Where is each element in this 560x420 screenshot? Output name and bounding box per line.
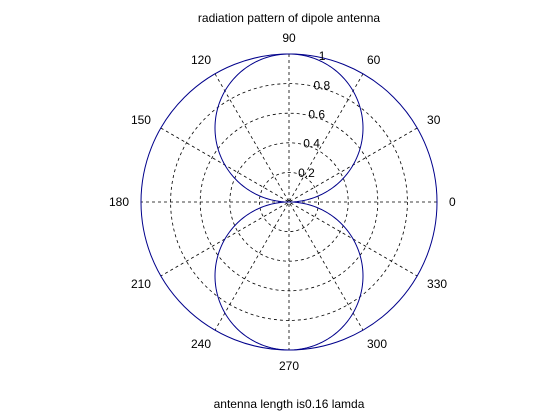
x-axis-label: antenna length is0.16 lamda xyxy=(214,397,365,411)
angle-tick-label: 60 xyxy=(367,53,381,67)
grid-spoke xyxy=(160,127,418,277)
angle-tick-label: 90 xyxy=(282,31,296,45)
tick-labels: 0 30 60 90 120 150 180 210 240 270 300 330 0.2 0.4 0.6… xyxy=(109,31,456,373)
grid-spoke xyxy=(160,127,418,277)
grid-circle xyxy=(258,171,319,232)
angle-tick-label: 300 xyxy=(367,337,387,351)
pattern-trace xyxy=(214,53,364,351)
angle-tick-label: 330 xyxy=(427,277,447,291)
angle-tick-label: 270 xyxy=(279,359,299,373)
pattern-line xyxy=(214,53,364,351)
grid-spoke xyxy=(214,73,364,331)
angle-tick-label: 180 xyxy=(109,195,129,209)
radial-tick-label: 0.6 xyxy=(308,108,325,122)
radial-tick-label: 0.4 xyxy=(303,137,320,151)
angle-tick-label: 120 xyxy=(191,53,211,67)
chart-title: radiation pattern of dipole antenna xyxy=(198,11,380,25)
angle-tick-label: 30 xyxy=(427,113,441,127)
angle-tick-label: 150 xyxy=(131,113,151,127)
angle-tick-label: 0 xyxy=(449,195,456,209)
radial-tick-label: 0.2 xyxy=(298,166,315,180)
radial-tick-label: 0.8 xyxy=(314,78,331,92)
grid-circle xyxy=(170,83,408,321)
angle-tick-label: 240 xyxy=(191,337,211,351)
grid-spoke xyxy=(214,73,364,331)
radial-tick-label: 1 xyxy=(319,49,326,63)
grid-circle xyxy=(229,142,349,262)
angle-tick-label: 210 xyxy=(131,277,151,291)
